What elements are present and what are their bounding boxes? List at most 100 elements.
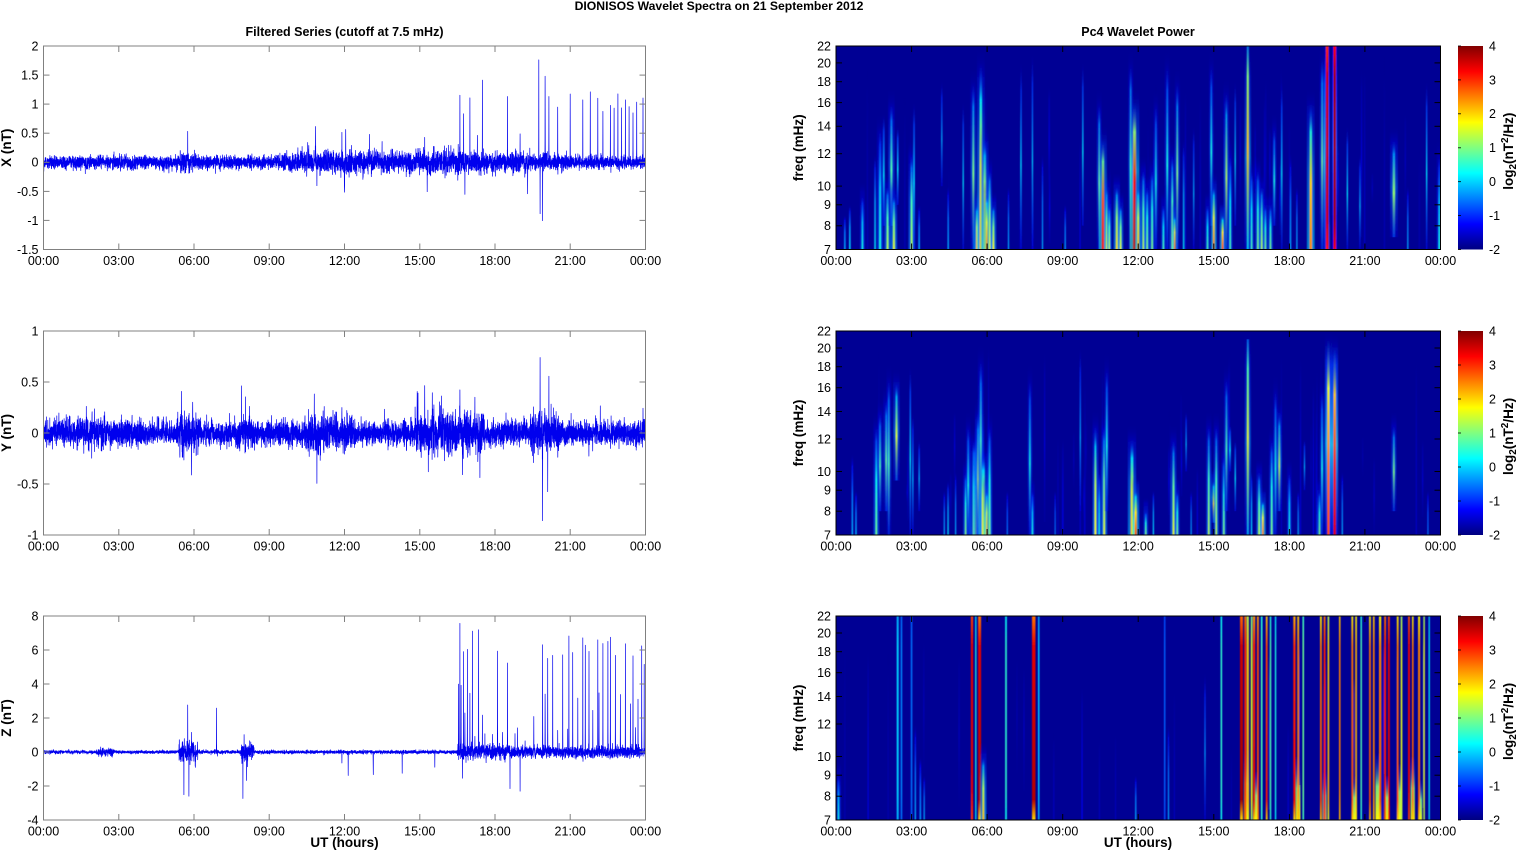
svg-text:log2(nT2/Hz): log2(nT2/Hz) bbox=[1500, 398, 1519, 475]
svg-text:7: 7 bbox=[824, 528, 831, 542]
svg-text:15:00: 15:00 bbox=[1198, 825, 1229, 839]
svg-text:0: 0 bbox=[1489, 175, 1496, 189]
svg-text:Pc4 Wavelet Power: Pc4 Wavelet Power bbox=[1081, 25, 1195, 39]
svg-text:09:00: 09:00 bbox=[254, 825, 285, 839]
svg-text:4: 4 bbox=[1489, 609, 1496, 623]
svg-text:Z (nT): Z (nT) bbox=[0, 699, 14, 736]
svg-text:-2: -2 bbox=[1489, 243, 1500, 257]
svg-text:0: 0 bbox=[1489, 745, 1496, 759]
svg-text:00:00: 00:00 bbox=[28, 254, 59, 268]
svg-text:15:00: 15:00 bbox=[404, 825, 435, 839]
svg-text:7: 7 bbox=[824, 813, 831, 827]
svg-text:03:00: 03:00 bbox=[103, 540, 134, 554]
svg-text:18: 18 bbox=[817, 645, 831, 659]
svg-text:DIONISOS Wavelet Spectra on 21: DIONISOS Wavelet Spectra on 21 September… bbox=[575, 0, 864, 13]
svg-text:12: 12 bbox=[817, 717, 831, 731]
svg-text:06:00: 06:00 bbox=[971, 540, 1002, 554]
svg-text:8: 8 bbox=[824, 790, 831, 804]
svg-text:0: 0 bbox=[32, 745, 39, 759]
svg-text:09:00: 09:00 bbox=[254, 254, 285, 268]
svg-text:12:00: 12:00 bbox=[1123, 254, 1154, 268]
svg-text:-0.5: -0.5 bbox=[17, 477, 39, 491]
svg-text:18:00: 18:00 bbox=[1274, 825, 1305, 839]
svg-text:16: 16 bbox=[817, 381, 831, 395]
svg-text:-1: -1 bbox=[1489, 779, 1500, 793]
svg-text:-1: -1 bbox=[27, 528, 38, 542]
svg-text:21:00: 21:00 bbox=[555, 825, 586, 839]
svg-text:20: 20 bbox=[817, 341, 831, 355]
svg-text:2: 2 bbox=[1489, 677, 1496, 691]
svg-text:0: 0 bbox=[1489, 460, 1496, 474]
svg-text:1: 1 bbox=[32, 324, 39, 338]
svg-text:UT (hours): UT (hours) bbox=[1104, 835, 1172, 850]
svg-text:00:00: 00:00 bbox=[820, 540, 851, 554]
svg-text:freq (mHz): freq (mHz) bbox=[791, 114, 806, 181]
svg-text:freq (mHz): freq (mHz) bbox=[791, 400, 806, 467]
svg-text:00:00: 00:00 bbox=[1425, 540, 1456, 554]
svg-text:09:00: 09:00 bbox=[1047, 540, 1078, 554]
svg-text:00:00: 00:00 bbox=[1425, 254, 1456, 268]
svg-text:00:00: 00:00 bbox=[630, 540, 661, 554]
svg-text:3: 3 bbox=[1489, 358, 1496, 372]
svg-text:18:00: 18:00 bbox=[479, 825, 510, 839]
svg-text:21:00: 21:00 bbox=[555, 540, 586, 554]
svg-text:0: 0 bbox=[32, 426, 39, 440]
svg-text:00:00: 00:00 bbox=[820, 825, 851, 839]
svg-text:09:00: 09:00 bbox=[1047, 254, 1078, 268]
svg-text:-4: -4 bbox=[27, 813, 38, 827]
svg-text:X (nT): X (nT) bbox=[0, 129, 14, 167]
svg-text:2: 2 bbox=[32, 711, 39, 725]
svg-text:-1.5: -1.5 bbox=[17, 243, 39, 257]
svg-text:10: 10 bbox=[817, 465, 831, 479]
svg-text:22: 22 bbox=[817, 324, 831, 338]
svg-text:3: 3 bbox=[1489, 643, 1496, 657]
svg-text:UT (hours): UT (hours) bbox=[310, 835, 378, 850]
svg-text:Filtered Series (cutoff at 7.5: Filtered Series (cutoff at 7.5 mHz) bbox=[246, 25, 444, 39]
svg-text:14: 14 bbox=[817, 405, 831, 419]
svg-text:15:00: 15:00 bbox=[404, 540, 435, 554]
svg-text:20: 20 bbox=[817, 626, 831, 640]
svg-text:12:00: 12:00 bbox=[1123, 540, 1154, 554]
svg-text:-1: -1 bbox=[27, 214, 38, 228]
svg-text:20: 20 bbox=[817, 56, 831, 70]
svg-text:2: 2 bbox=[1489, 107, 1496, 121]
svg-text:1: 1 bbox=[32, 98, 39, 112]
svg-text:18: 18 bbox=[817, 360, 831, 374]
svg-text:21:00: 21:00 bbox=[1349, 540, 1380, 554]
svg-text:18:00: 18:00 bbox=[1274, 540, 1305, 554]
svg-text:21:00: 21:00 bbox=[555, 254, 586, 268]
svg-text:18:00: 18:00 bbox=[479, 254, 510, 268]
svg-text:06:00: 06:00 bbox=[178, 825, 209, 839]
svg-text:1: 1 bbox=[1489, 141, 1496, 155]
svg-text:1.5: 1.5 bbox=[21, 69, 38, 83]
svg-text:15:00: 15:00 bbox=[1198, 540, 1229, 554]
svg-text:14: 14 bbox=[817, 690, 831, 704]
svg-text:12:00: 12:00 bbox=[329, 825, 360, 839]
svg-text:03:00: 03:00 bbox=[896, 540, 927, 554]
svg-text:0.5: 0.5 bbox=[21, 375, 38, 389]
svg-text:09:00: 09:00 bbox=[1047, 825, 1078, 839]
svg-text:0: 0 bbox=[32, 156, 39, 170]
svg-text:log2(nT2/Hz): log2(nT2/Hz) bbox=[1500, 683, 1519, 760]
svg-text:9: 9 bbox=[824, 198, 831, 212]
svg-text:09:00: 09:00 bbox=[254, 540, 285, 554]
svg-text:14: 14 bbox=[817, 120, 831, 134]
svg-text:06:00: 06:00 bbox=[178, 254, 209, 268]
svg-text:15:00: 15:00 bbox=[1198, 254, 1229, 268]
svg-text:3: 3 bbox=[1489, 73, 1496, 87]
svg-text:18:00: 18:00 bbox=[1274, 254, 1305, 268]
svg-text:03:00: 03:00 bbox=[103, 825, 134, 839]
svg-text:00:00: 00:00 bbox=[820, 254, 851, 268]
svg-text:4: 4 bbox=[1489, 324, 1496, 338]
svg-text:7: 7 bbox=[824, 243, 831, 257]
svg-text:4: 4 bbox=[1489, 39, 1496, 53]
svg-text:Y (nT): Y (nT) bbox=[0, 414, 14, 452]
svg-text:8: 8 bbox=[824, 219, 831, 233]
svg-text:12:00: 12:00 bbox=[1123, 825, 1154, 839]
svg-text:00:00: 00:00 bbox=[28, 540, 59, 554]
svg-text:2: 2 bbox=[1489, 392, 1496, 406]
svg-text:8: 8 bbox=[824, 505, 831, 519]
svg-text:10: 10 bbox=[817, 180, 831, 194]
svg-text:-2: -2 bbox=[27, 779, 38, 793]
svg-text:12: 12 bbox=[817, 147, 831, 161]
